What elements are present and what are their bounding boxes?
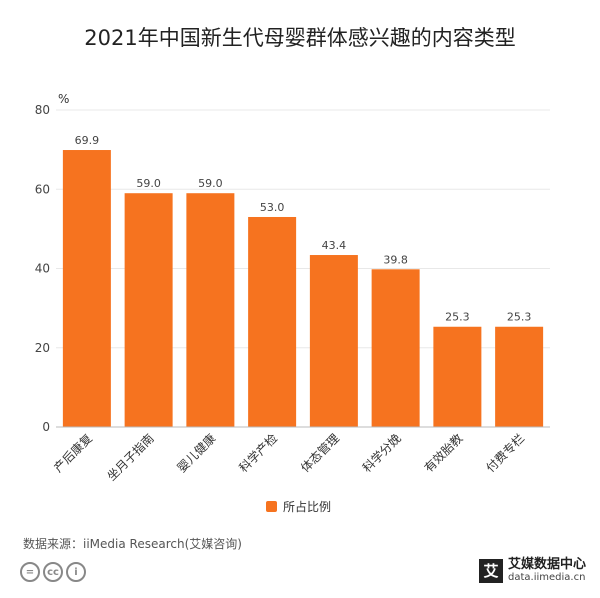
legend-label: 所占比例 <box>283 500 332 514</box>
x-tick-label: 体态管理 <box>297 431 342 476</box>
no-derivatives-icon: = <box>20 562 40 582</box>
brand-logo: 艾 艾媒数据中心 data.iimedia.cn <box>478 557 586 584</box>
bar <box>248 216 297 427</box>
x-tick-label: 科学产检 <box>236 431 281 476</box>
logo-mark: 艾 <box>478 558 503 583</box>
source-note: 数据来源：iiMedia Research(艾媒咨询) <box>23 537 242 551</box>
data-label: 25.3 <box>507 311 532 324</box>
data-label: 59.0 <box>136 177 161 190</box>
x-tick-label: 坐月子指南 <box>104 431 157 484</box>
y-tick-label: 40 <box>35 262 50 276</box>
creative-commons-icon: cc <box>43 562 63 582</box>
attribution-icon: i <box>66 562 86 582</box>
y-tick-label: 80 <box>35 103 50 117</box>
x-tick-label: 有效胎教 <box>421 431 466 476</box>
bar <box>62 150 111 428</box>
logo-url: data.iimedia.cn <box>507 572 586 584</box>
bars <box>62 150 544 428</box>
x-tick-label: 付费专栏 <box>483 431 528 476</box>
y-tick-label: 20 <box>35 341 50 355</box>
bar <box>495 326 544 427</box>
license-icons: = cc i <box>20 562 86 582</box>
x-tick-label: 科学分娩 <box>359 431 404 476</box>
y-axis-label: % <box>58 92 69 106</box>
bar <box>124 193 173 427</box>
logo-name: 艾媒数据中心 <box>507 557 586 572</box>
bar <box>186 193 235 427</box>
data-label: 53.0 <box>260 201 285 214</box>
data-label: 43.4 <box>322 239 347 252</box>
x-tick-label: 产后康复 <box>50 431 95 476</box>
data-labels: 69.9 59.0 59.0 53.0 43.4 39.8 25.3 25.3 <box>75 134 532 324</box>
chart-title: 2021年中国新生代母婴群体感兴趣的内容类型 <box>84 26 516 50</box>
data-label: 59.0 <box>198 177 223 190</box>
bar <box>371 269 420 427</box>
bar <box>433 326 482 427</box>
y-tick-label: 60 <box>35 182 50 196</box>
legend-swatch <box>266 501 277 512</box>
data-label: 39.8 <box>383 253 408 266</box>
y-tick-label: 0 <box>42 420 50 434</box>
x-tick-label: 婴儿健康 <box>174 431 219 476</box>
bar <box>309 255 358 427</box>
data-label: 25.3 <box>445 311 470 324</box>
data-label: 69.9 <box>75 134 100 147</box>
legend: 所占比例 <box>266 498 331 515</box>
